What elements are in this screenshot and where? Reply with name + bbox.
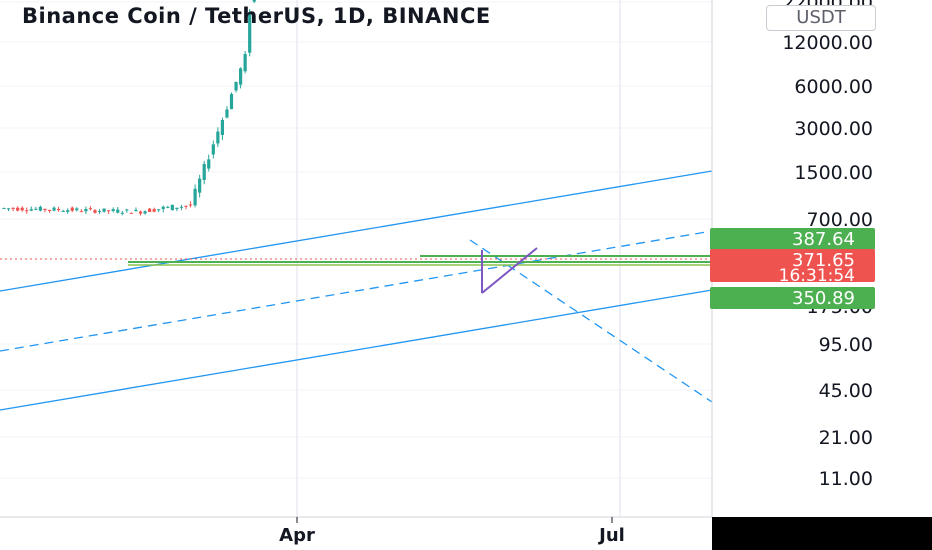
price-tick-label: 95.00 bbox=[819, 334, 873, 356]
candle-body bbox=[57, 208, 61, 211]
candle-body bbox=[252, 0, 256, 2]
corner-block bbox=[712, 517, 932, 550]
price-tick-label: 3000.00 bbox=[794, 118, 873, 140]
candle-body bbox=[129, 212, 133, 214]
drawing-lines bbox=[0, 170, 713, 411]
candle-body bbox=[25, 210, 29, 212]
candle-body bbox=[2, 207, 6, 209]
candle-body bbox=[6, 208, 11, 210]
candle-body bbox=[239, 68, 243, 85]
price-tick-label: 45.00 bbox=[819, 380, 873, 402]
candle-body bbox=[198, 178, 202, 193]
candle-body bbox=[229, 94, 234, 110]
price-label-countdown: 16:31:54 bbox=[779, 266, 855, 286]
candle-body bbox=[220, 119, 224, 135]
candle-body bbox=[66, 210, 70, 212]
candle-body bbox=[207, 159, 211, 169]
channel-upper-line bbox=[0, 170, 713, 292]
candle-body bbox=[75, 208, 79, 211]
candle-body bbox=[248, 11, 252, 53]
trend-down-line bbox=[469, 239, 713, 403]
candle-body bbox=[107, 210, 111, 212]
price-label-box bbox=[710, 287, 875, 309]
time-axis[interactable]: Apr Jul bbox=[0, 516, 712, 546]
candle-body bbox=[97, 211, 102, 213]
candle-body bbox=[84, 208, 88, 212]
candle-body bbox=[148, 208, 152, 213]
price-tick-label: 1500.00 bbox=[794, 162, 873, 184]
candle-body bbox=[161, 206, 165, 210]
candle-body bbox=[20, 207, 24, 211]
candle-body bbox=[116, 209, 120, 213]
candle-body bbox=[120, 212, 124, 214]
price-tick-label: 700.00 bbox=[807, 209, 873, 231]
time-tick-label: Apr bbox=[279, 525, 315, 546]
candle-body bbox=[211, 144, 215, 155]
candle-body bbox=[70, 207, 74, 211]
candle-body bbox=[216, 131, 220, 144]
candle-body bbox=[38, 206, 42, 211]
candle-body bbox=[47, 209, 52, 211]
candle-body bbox=[170, 204, 174, 211]
price-label-box bbox=[710, 249, 875, 282]
candle-body bbox=[184, 205, 188, 207]
price-tick-label: 21.00 bbox=[819, 427, 873, 449]
candle-body bbox=[243, 53, 247, 72]
candle-body bbox=[193, 188, 197, 206]
candle-body bbox=[179, 206, 184, 208]
price-label-box bbox=[710, 228, 875, 250]
chart-title: Binance Coin / TetherUS, 1D, BINANCE bbox=[22, 4, 491, 28]
chart-grid bbox=[0, 0, 712, 517]
price-label-value: 350.89 bbox=[792, 288, 855, 309]
candle-body bbox=[29, 209, 33, 211]
candle-body bbox=[234, 81, 238, 91]
candle-body bbox=[175, 207, 179, 210]
candle-body bbox=[111, 209, 115, 211]
time-tick-label: Jul bbox=[597, 525, 625, 546]
candle-body bbox=[34, 208, 38, 210]
candle-body bbox=[157, 209, 161, 211]
price-tick-label: 12000.00 bbox=[782, 32, 873, 54]
currency-button[interactable]: USDT bbox=[766, 5, 876, 31]
candle-body bbox=[79, 211, 83, 213]
candle-body bbox=[134, 209, 138, 212]
channel-lower-line bbox=[0, 289, 713, 411]
candle-body bbox=[16, 207, 20, 211]
candle-body bbox=[143, 211, 147, 214]
candle-body bbox=[102, 208, 106, 212]
candle-body bbox=[61, 211, 65, 213]
price-tick-label: 11.00 bbox=[819, 468, 873, 490]
candle-body bbox=[125, 209, 129, 211]
candle-body bbox=[138, 211, 143, 214]
price-tick-label: 6000.00 bbox=[794, 76, 873, 98]
channel-mid-line bbox=[0, 230, 713, 352]
candle-body bbox=[188, 204, 193, 206]
candle-body bbox=[152, 209, 156, 212]
candle-body bbox=[43, 208, 47, 211]
candles bbox=[2, 0, 256, 216]
candle-body bbox=[202, 164, 206, 180]
candle-body bbox=[225, 109, 229, 118]
candle-body bbox=[93, 210, 97, 213]
price-label-value: 371.65 bbox=[792, 250, 855, 271]
triangle-drawing bbox=[481, 247, 538, 294]
candle-body bbox=[52, 207, 56, 211]
candle-body bbox=[166, 206, 170, 208]
candle-body bbox=[11, 207, 15, 209]
price-label-value: 387.64 bbox=[792, 229, 855, 250]
candle-body bbox=[88, 208, 93, 210]
